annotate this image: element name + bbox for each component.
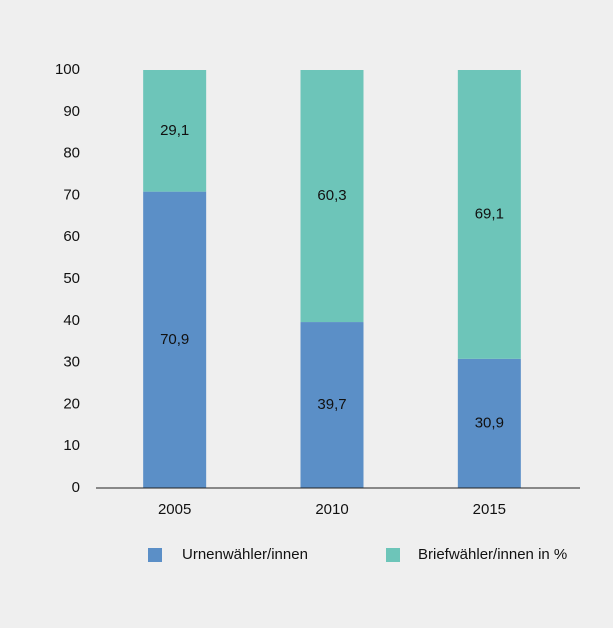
data-label: 39,7 [317,396,346,413]
legend-swatch [386,548,400,562]
x-tick-label: 2015 [473,501,506,518]
y-tick-label: 60 [63,228,80,245]
y-tick-label: 30 [63,354,80,371]
y-tick-label: 10 [63,437,80,454]
y-tick-label: 40 [63,312,80,329]
y-tick-label: 0 [72,479,80,496]
bar-segment [143,70,207,192]
bar-segment [457,70,521,359]
bar-segment [300,70,364,323]
legend-item: Briefwähler/innen in % [386,545,568,565]
legend-label: Urnenwähler/innen [182,546,308,563]
data-label: 70,9 [160,331,189,348]
y-tick-label: 20 [63,395,80,412]
legend-item: Urnenwähler/innen [148,545,332,565]
data-label: 29,1 [160,122,189,139]
data-label: 60,3 [317,187,346,204]
y-tick-label: 50 [63,270,80,287]
legend-swatch [148,548,162,562]
bar-segment [300,322,364,488]
bar-segment [457,358,521,488]
y-tick-label: 80 [63,145,80,162]
y-tick-label: 70 [63,186,80,203]
bar-segment [143,191,207,488]
data-label: 30,9 [475,414,504,431]
legend-label: Briefwähler/innen in % [418,546,568,563]
y-tick-label: 90 [63,103,80,120]
y-tick-label: 100 [55,61,80,78]
data-label: 69,1 [475,205,504,222]
x-tick-label: 2005 [158,501,191,518]
x-tick-label: 2010 [315,501,348,518]
